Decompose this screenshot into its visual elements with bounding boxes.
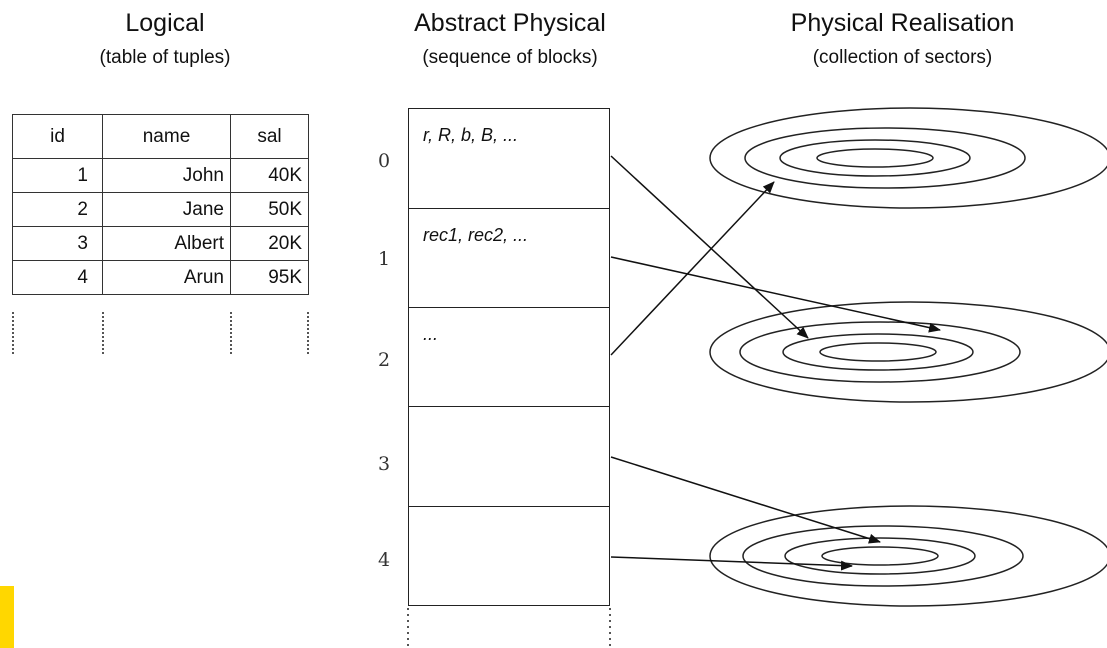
abstract-physical-heading: Abstract Physical (sequence of blocks)	[370, 8, 650, 71]
cell-id: 1	[12, 158, 103, 193]
table-row: 1 John 40K	[12, 158, 309, 193]
arrow-block-1	[610, 256, 941, 333]
highlight-marker	[0, 586, 14, 648]
cell-name: Albert	[102, 226, 231, 261]
tuples-table: id name sal 1 John 40K 2 Jane 50K 3 Albe…	[12, 114, 309, 295]
block-2: ...	[408, 307, 610, 407]
block-3	[408, 406, 610, 507]
cell-id: 4	[12, 260, 103, 295]
cell-name: Arun	[102, 260, 231, 295]
column-header-name: name	[102, 114, 231, 159]
logical-title: Logical	[125, 9, 205, 37]
abstract-physical-title: Abstract Physical	[414, 9, 606, 37]
block-0: r, R, b, B, ...	[408, 108, 610, 209]
physical-realisation-subtitle: (collection of sectors)	[812, 47, 993, 68]
table-continuation-dots	[230, 312, 232, 354]
arrow-block-3	[610, 456, 881, 544]
cell-sal: 40K	[230, 158, 309, 193]
block-number: 4	[378, 549, 391, 571]
arrow-block-0	[610, 155, 809, 339]
block-4	[408, 506, 610, 606]
block-number: 0	[378, 150, 391, 172]
physical-realisation-title: Physical Realisation	[790, 9, 1015, 37]
arrow-block-4	[610, 556, 853, 571]
arrow-block-2	[610, 181, 775, 356]
block-number: 1	[378, 248, 391, 270]
disk-platter-1	[709, 107, 1107, 209]
block-content: rec1, rec2, ...	[423, 225, 529, 245]
table-row: 4 Arun 95K	[12, 260, 309, 295]
logical-subtitle: (table of tuples)	[99, 47, 231, 68]
block-content: r, R, b, B, ...	[423, 125, 519, 145]
logical-heading: Logical (table of tuples)	[40, 8, 290, 71]
cell-name: Jane	[102, 192, 231, 227]
block-1: rec1, rec2, ...	[408, 208, 610, 308]
disk-platter-2	[709, 301, 1107, 403]
cell-name: John	[102, 158, 231, 193]
block-number: 3	[378, 453, 391, 475]
column-header-sal: sal	[230, 114, 309, 159]
table-continuation-dots	[102, 312, 104, 354]
table-continuation-dots	[307, 312, 309, 354]
table-header-row: id name sal	[12, 114, 309, 159]
block-content: ...	[423, 324, 439, 344]
table-continuation-dots	[12, 312, 14, 354]
abstract-physical-subtitle: (sequence of blocks)	[422, 47, 598, 68]
disk-platter-3	[709, 505, 1107, 607]
cell-sal: 95K	[230, 260, 309, 295]
physical-realisation-heading: Physical Realisation (collection of sect…	[735, 8, 1070, 71]
block-number: 2	[378, 349, 391, 371]
